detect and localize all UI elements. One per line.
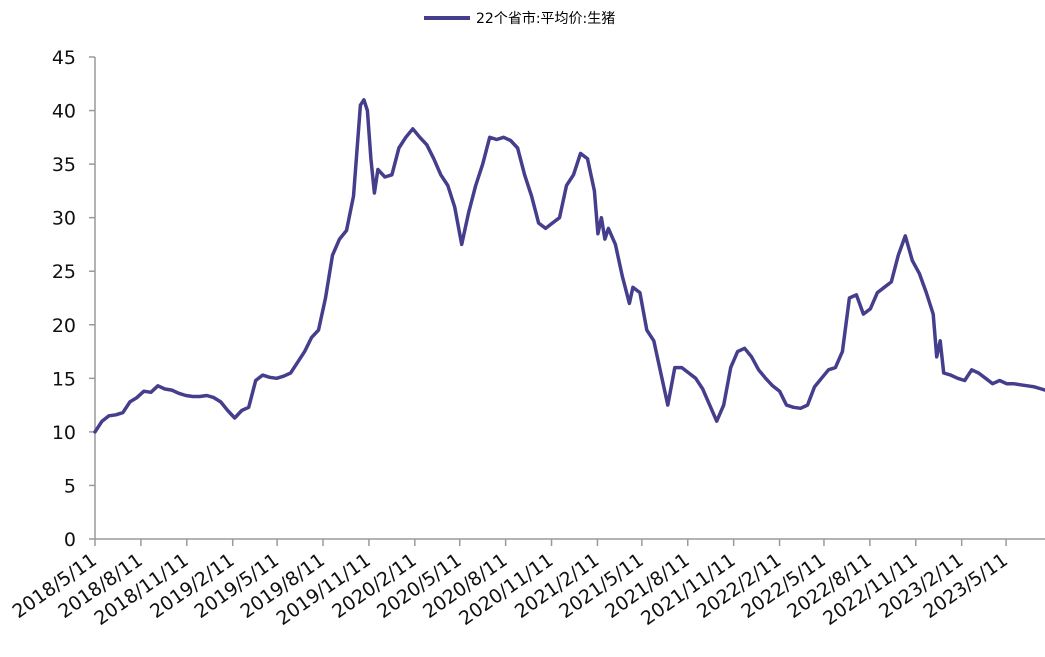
y-tick-label: 5 (64, 475, 76, 497)
legend: 22个省市:平均价:生猪 (424, 10, 615, 27)
series-line (93, 98, 1045, 434)
y-tick-label: 15 (52, 368, 76, 390)
y-tick-label: 30 (52, 208, 76, 230)
y-tick-label: 35 (52, 154, 76, 176)
x-axis-ticks: 2018/5/112018/8/112018/11/112019/2/11201… (8, 539, 1012, 630)
y-tick-label: 20 (52, 315, 76, 337)
y-tick-label: 25 (52, 261, 76, 283)
y-axis-ticks: 0 5 10 15 20 25 30 35 40 45 (52, 47, 95, 551)
legend-label: 22个省市:平均价:生猪 (476, 10, 615, 27)
y-tick-label: 0 (64, 529, 76, 551)
y-tick-label: 10 (52, 422, 76, 444)
series-group (93, 98, 1045, 434)
y-tick-label: 40 (52, 101, 76, 123)
y-tick-label: 45 (52, 47, 76, 69)
